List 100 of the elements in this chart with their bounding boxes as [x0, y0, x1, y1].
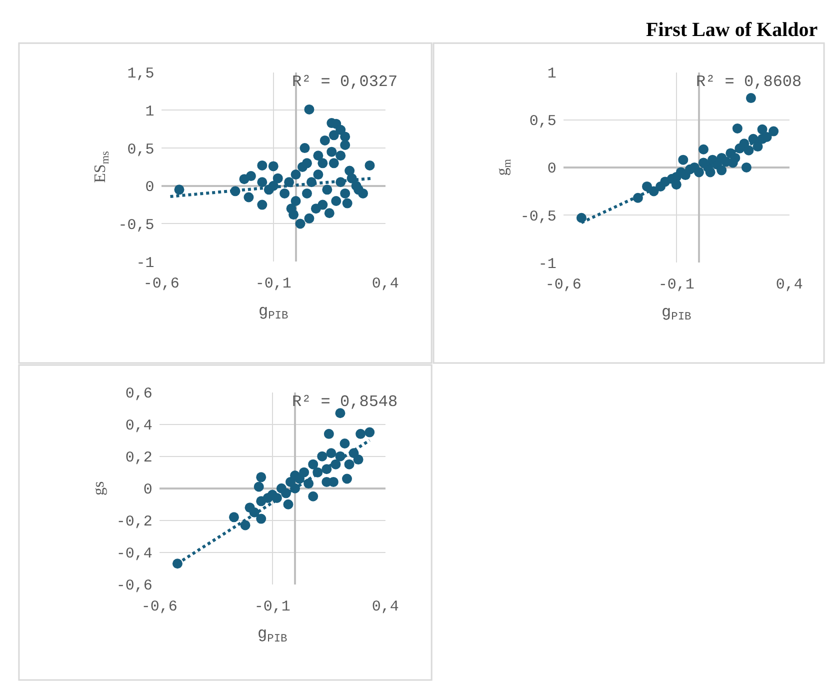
point [328, 130, 339, 140]
point [302, 188, 312, 198]
point [671, 180, 682, 190]
point [257, 177, 268, 188]
point [757, 124, 768, 134]
point [328, 158, 339, 168]
point [326, 448, 336, 458]
point [290, 196, 301, 206]
point [340, 140, 350, 150]
point [356, 428, 366, 439]
y-tick-label: 0,5 [529, 113, 556, 130]
point [342, 474, 352, 484]
chart-title: First Law of Kaldor [646, 19, 818, 41]
point [257, 200, 268, 210]
point [576, 212, 586, 223]
point [174, 184, 184, 195]
point [741, 162, 752, 172]
point [302, 158, 312, 168]
y-tick-label: 0,5 [127, 141, 154, 158]
point [746, 93, 756, 104]
annotation: R² = 0,8608 [696, 73, 802, 91]
y-axis-title: gs [90, 481, 108, 496]
y-tick-label: 0 [143, 482, 152, 499]
y-tick-label: 0,4 [125, 418, 152, 435]
y-tick-label: -1 [538, 256, 556, 273]
point [364, 160, 375, 170]
point [300, 143, 310, 154]
point [324, 428, 334, 439]
point [340, 438, 350, 449]
point [705, 167, 716, 178]
point [752, 142, 763, 152]
y-tick-label: 1 [547, 66, 556, 83]
point [344, 166, 355, 176]
point [295, 218, 306, 229]
point [728, 158, 738, 168]
point [324, 208, 334, 218]
point [257, 160, 268, 170]
point [246, 171, 256, 182]
x-tick-label: 0,4 [776, 276, 803, 294]
y-tick-label: -0,2 [116, 514, 152, 531]
point [342, 198, 352, 208]
annotation: R² = 0,0327 [292, 73, 398, 91]
point [678, 154, 688, 165]
point [732, 123, 742, 134]
point [335, 408, 346, 418]
y-tick-label: -0,6 [116, 578, 152, 595]
y-tick-label: 1,5 [127, 66, 154, 83]
point [308, 459, 318, 470]
point [313, 150, 324, 161]
point [244, 192, 254, 202]
point [344, 459, 354, 470]
x-tick-label: -0,1 [254, 598, 290, 616]
point [698, 144, 709, 154]
y-tick-label: -0,5 [520, 208, 556, 226]
point [322, 476, 332, 487]
point [716, 165, 727, 176]
point [318, 158, 328, 168]
y-tick-label: -1 [136, 254, 154, 272]
point [280, 188, 290, 198]
y-tick-label: 0 [145, 179, 154, 196]
point [228, 512, 239, 522]
point [304, 213, 314, 224]
point [320, 135, 330, 146]
point [256, 472, 266, 482]
x-tick-label: -0,1 [255, 276, 292, 293]
point [326, 146, 337, 157]
point [256, 514, 266, 524]
point [286, 204, 296, 214]
x-axis-title: g$_{PIB}$ [662, 303, 692, 324]
y-tick-label: 0 [547, 160, 556, 178]
point [317, 451, 328, 462]
point [290, 170, 301, 180]
point [254, 482, 264, 492]
point [340, 188, 350, 198]
point [308, 491, 318, 502]
point [283, 499, 294, 510]
x-tick-label: 0,4 [372, 276, 399, 293]
y-tick-label: 0,6 [125, 386, 152, 403]
point [313, 170, 324, 180]
y-tick-label: -0,4 [116, 546, 152, 563]
point [299, 467, 310, 478]
annotation: R² = 0,8548 [292, 393, 398, 411]
point [354, 184, 364, 195]
point [240, 520, 250, 530]
point [331, 196, 342, 206]
y-tick-label: -0,5 [118, 216, 154, 234]
point [340, 132, 350, 142]
point [268, 161, 278, 172]
y-tick-label: 1 [145, 103, 154, 120]
y-tick-label: 0,2 [125, 450, 152, 467]
x-tick-label: -0,1 [658, 276, 694, 294]
point [364, 427, 375, 438]
point [304, 104, 314, 114]
x-tick-label: 0,4 [372, 598, 399, 616]
x-axis-title: g$_{PIB}$ [258, 302, 289, 323]
x-axis-title: g$_{PIB}$ [258, 625, 288, 646]
point [336, 150, 346, 161]
point [744, 145, 754, 156]
point [322, 184, 332, 195]
point [318, 200, 328, 210]
